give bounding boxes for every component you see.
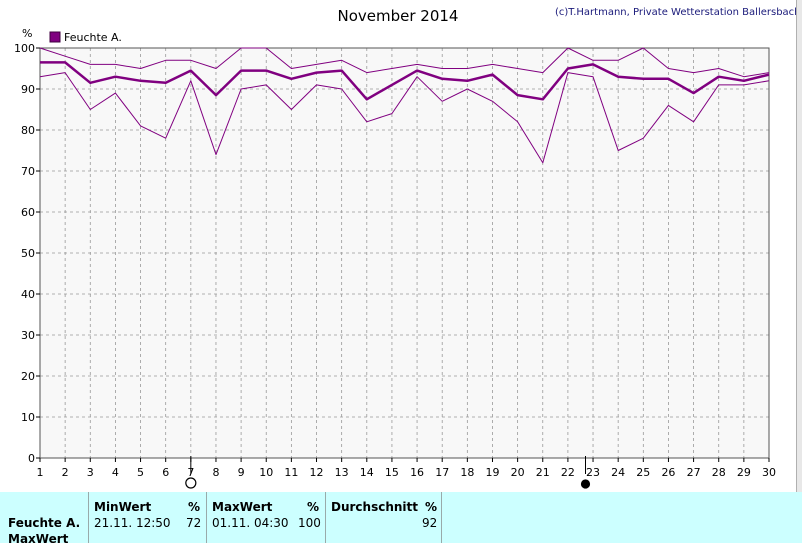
stats-divider: [206, 492, 207, 543]
max-value: 100: [298, 516, 321, 530]
min-time: 21.11. 12:50: [94, 516, 171, 530]
x-tick-label: 2: [62, 466, 69, 479]
y-tick-label: 50: [21, 247, 35, 260]
x-tick-label: 18: [460, 466, 474, 479]
x-tick-label: 22: [561, 466, 575, 479]
x-tick-label: 30: [762, 466, 776, 479]
y-tick-label: 10: [21, 411, 35, 424]
y-tick-label: 40: [21, 288, 35, 301]
chart-title: November 2014: [338, 7, 459, 25]
x-tick-label: 15: [385, 466, 399, 479]
x-tick-label: 13: [335, 466, 349, 479]
avg-unit: %: [425, 500, 438, 514]
x-tick-label: 25: [636, 466, 650, 479]
x-tick-label: 16: [410, 466, 424, 479]
x-tick-label: 11: [284, 466, 298, 479]
x-tick-label: 26: [661, 466, 675, 479]
x-tick-label: 19: [485, 466, 499, 479]
x-tick-label: 5: [137, 466, 144, 479]
legend-swatch: [49, 31, 61, 43]
y-tick-label: 30: [21, 329, 35, 342]
x-tick-label: 23: [586, 466, 600, 479]
stats-divider: [441, 492, 442, 543]
x-tick-label: 29: [737, 466, 751, 479]
x-tick-label: 27: [687, 466, 701, 479]
x-tick-label: 8: [212, 466, 219, 479]
humidity-chart: November 2014 (c)T.Hartmann, Private Wett…: [14, 7, 801, 489]
y-tick-label: 70: [21, 165, 35, 178]
x-tick-label: 1: [37, 466, 44, 479]
y-tick-label: 60: [21, 206, 35, 219]
full-moon-marker: [580, 479, 591, 489]
stats-row-label-2: MaxWert: [8, 532, 69, 546]
y-tick-label: 80: [21, 124, 35, 137]
series-line-max: [39, 47, 770, 78]
stats-panel: Feuchte A. MaxWert MinWert % 21.11. 12:5…: [0, 492, 802, 546]
min-value: 72: [186, 516, 202, 530]
legend-label: Feuchte A.: [64, 31, 122, 44]
x-tick-label: 6: [162, 466, 169, 479]
y-tick-label: 0: [28, 452, 35, 465]
y-tick-label: 20: [21, 370, 35, 383]
avg-value: 92: [422, 516, 438, 530]
x-tick-label: 4: [112, 466, 119, 479]
x-tick-label: 9: [238, 466, 245, 479]
x-tick-label: 21: [536, 466, 550, 479]
credit-text: (c)T.Hartmann, Private Wetterstation Bal…: [555, 7, 801, 18]
y-tick-label: 100: [14, 42, 35, 55]
x-tick-label: 3: [87, 466, 94, 479]
new-moon-marker: [185, 477, 197, 489]
max-time: 01.11. 04:30: [212, 516, 289, 530]
stats-divider: [88, 492, 89, 543]
min-header: MinWert: [94, 500, 152, 514]
max-unit: %: [307, 500, 320, 514]
max-header: MaxWert: [212, 500, 273, 514]
y-axis-label: %: [22, 27, 32, 40]
x-tick-label: 24: [611, 466, 625, 479]
x-tick-label: 20: [511, 466, 525, 479]
stats-divider: [325, 492, 326, 543]
avg-header: Durchschnitt: [331, 500, 419, 514]
x-tick-label: 17: [435, 466, 449, 479]
min-unit: %: [188, 500, 201, 514]
x-tick-label: 10: [259, 466, 273, 479]
stats-row-label: Feuchte A.: [8, 516, 81, 530]
x-tick-label: 14: [360, 466, 374, 479]
window-frame-edge: [796, 0, 802, 492]
y-tick-label: 90: [21, 83, 35, 96]
series-line-min: [39, 72, 770, 164]
series-line-avg: [40, 61, 770, 101]
x-tick-label: 28: [712, 466, 726, 479]
x-tick-label: 12: [310, 466, 324, 479]
